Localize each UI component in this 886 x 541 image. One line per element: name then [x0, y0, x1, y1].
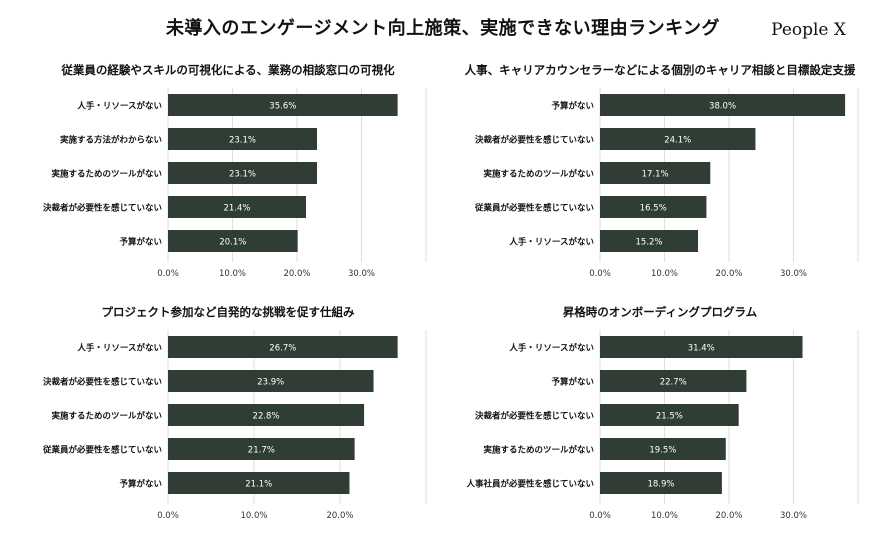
category-label: 予算がない — [119, 237, 162, 248]
data-label: 26.7% — [269, 344, 296, 354]
data-label: 23.1% — [229, 136, 256, 146]
category-label: 決裁者が必要性を感じていない — [475, 411, 594, 422]
data-label: 19.5% — [649, 446, 676, 456]
category-label: 人事社員が必要性を感じていない — [466, 479, 594, 490]
x-tick-label: 0.0% — [589, 511, 611, 521]
data-label: 31.4% — [688, 344, 715, 354]
category-label: 予算がない — [119, 479, 162, 490]
category-label: 実施するためのツールがない — [51, 411, 162, 422]
bar — [600, 196, 707, 218]
data-label: 22.8% — [253, 412, 280, 422]
bar — [168, 336, 398, 358]
bar — [168, 94, 398, 116]
chart-title: プロジェクト参加など自発的な挑戦を促す仕組み — [101, 305, 355, 319]
data-label: 35.6% — [269, 102, 296, 112]
x-tick-label: 10.0% — [219, 269, 246, 279]
chart-panel-voluntary-challenge: プロジェクト参加など自発的な挑戦を促す仕組み 0.0% 10.0% 20.0% 人手・… — [18, 304, 438, 532]
bar-chart: 0.0% 10.0% 20.0% 30.0% 予算がない 38.0% 決裁者が必要性を感じて… — [474, 88, 859, 279]
data-label: 21.4% — [224, 204, 251, 214]
bar-chart: 0.0% 10.0% 20.0% 人手・リソースがない 26.7% 決裁者が必要性を感じて… — [42, 330, 427, 521]
bar-chart: 0.0% 10.0% 20.0% 30.0% 人手・リソースがない 35.6% 実施する方法… — [43, 88, 427, 279]
x-tick-label: 30.0% — [348, 269, 375, 279]
chart-panel-skill-visualization: 従業員の経験やスキルの可視化による、業務の相談窓口の可視化 0.0% 10.0% 2… — [18, 62, 438, 290]
data-label: 15.2% — [636, 238, 663, 248]
bar — [168, 162, 317, 184]
bar — [168, 230, 298, 252]
bar — [600, 94, 846, 116]
x-tick-label: 20.0% — [715, 511, 742, 521]
data-label: 22.7% — [660, 378, 687, 388]
bar — [168, 472, 350, 494]
data-label: 16.5% — [640, 204, 667, 214]
chart-title: 昇格時のオンボーディングプログラム — [562, 305, 758, 319]
bar — [168, 438, 355, 460]
category-label: 決裁者が必要性を感じていない — [43, 203, 162, 214]
x-tick-label: 10.0% — [651, 269, 678, 279]
bar — [600, 336, 803, 358]
brand-logo: People X — [771, 20, 846, 40]
category-label: 実施する方法がわからない — [60, 135, 162, 146]
category-label: 予算がない — [551, 101, 594, 112]
x-tick-label: 0.0% — [157, 511, 179, 521]
x-tick-label: 10.0% — [651, 511, 678, 521]
category-label: 人手・リソースがない — [509, 237, 594, 248]
bar — [600, 472, 722, 494]
x-tick-label: 30.0% — [780, 511, 807, 521]
data-label: 21.1% — [245, 480, 272, 490]
data-label: 38.0% — [709, 102, 736, 112]
category-label: 人手・リソースがない — [77, 343, 162, 354]
bar — [600, 128, 756, 150]
x-tick-label: 20.0% — [715, 269, 742, 279]
x-tick-label: 0.0% — [157, 269, 179, 279]
bar — [600, 404, 739, 426]
bar — [600, 438, 726, 460]
bar — [600, 370, 747, 392]
data-label: 23.9% — [257, 378, 284, 388]
chart-panel-promotion-onboarding: 昇格時のオンボーディングプログラム 0.0% 10.0% 20.0% 30.0% 人手・… — [450, 304, 870, 532]
category-label: 実施するためのツールがない — [483, 169, 594, 180]
category-label: 予算がない — [551, 377, 594, 388]
category-label: 実施するためのツールがない — [483, 445, 594, 456]
bar — [168, 128, 317, 150]
category-label: 決裁者が必要性を感じていない — [43, 377, 162, 388]
data-label: 21.5% — [656, 412, 683, 422]
data-label: 21.7% — [248, 446, 275, 456]
x-tick-label: 20.0% — [283, 269, 310, 279]
category-label: 決裁者が必要性を感じていない — [475, 135, 594, 146]
category-label: 実施するためのツールがない — [51, 169, 162, 180]
data-label: 20.1% — [219, 238, 246, 248]
bar — [168, 196, 307, 218]
data-label: 18.9% — [647, 480, 674, 490]
category-label: 従業員が必要性を感じていない — [42, 445, 162, 456]
bar — [600, 230, 699, 252]
x-tick-label: 20.0% — [326, 511, 353, 521]
chart-title: 人事、キャリアカウンセラーなどによる個別のキャリア相談と目標設定支援 — [464, 63, 856, 77]
x-tick-label: 0.0% — [589, 269, 611, 279]
chart-title: 従業員の経験やスキルの可視化による、業務の相談窓口の可視化 — [61, 63, 395, 77]
bar — [168, 370, 374, 392]
category-label: 従業員が必要性を感じていない — [474, 203, 594, 214]
category-label: 人手・リソースがない — [77, 101, 162, 112]
bar-chart: 0.0% 10.0% 20.0% 30.0% 人手・リソースがない 31.4% 予算がない 2… — [466, 330, 859, 521]
data-label: 17.1% — [642, 170, 669, 180]
data-label: 24.1% — [664, 136, 691, 146]
x-tick-label: 10.0% — [240, 511, 267, 521]
bar — [168, 404, 365, 426]
x-tick-label: 30.0% — [780, 269, 807, 279]
bar — [600, 162, 711, 184]
data-label: 23.1% — [229, 170, 256, 180]
main-title: 未導入のエンゲージメント向上施策、実施できない理由ランキング — [165, 18, 721, 39]
category-label: 人手・リソースがない — [509, 343, 594, 354]
chart-panel-career-consultation: 人事、キャリアカウンセラーなどによる個別のキャリア相談と目標設定支援 0.0% 1… — [450, 62, 870, 290]
